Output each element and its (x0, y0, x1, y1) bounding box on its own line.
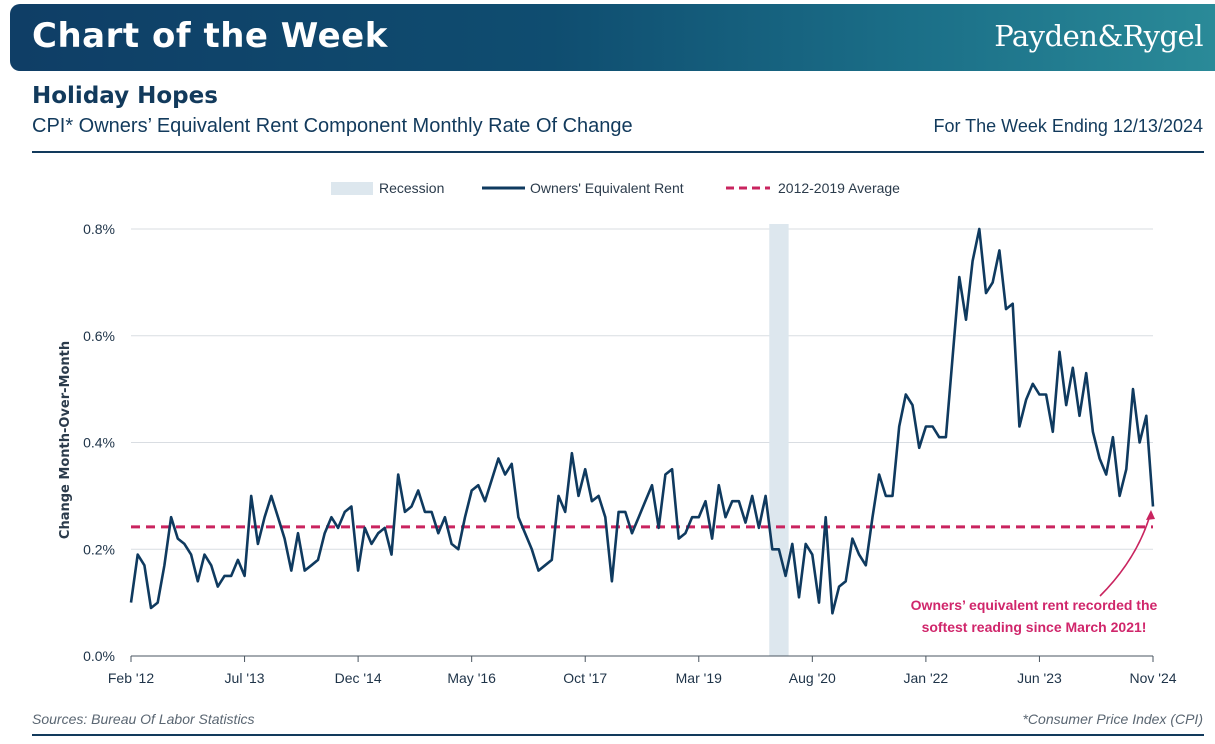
legend-label-recession: Recession (379, 180, 444, 196)
annotation-line-2: softest reading since March 2021! (922, 619, 1147, 635)
legend: Recession Owners' Equivalent Rent 2012-2… (331, 180, 900, 196)
annotation-arrowhead (1146, 510, 1155, 520)
x-tick-label-7: Jan '22 (904, 670, 949, 686)
series-line-owners-equivalent-rent (129, 227, 1155, 615)
header-banner: Chart of the Week Payden&Rygel (10, 4, 1215, 71)
week-ending: For The Week Ending 12/13/2024 (933, 116, 1203, 136)
x-tick-label-0: Feb '12 (108, 670, 154, 686)
annotation-line-1: Owners’ equivalent rent recorded the (911, 597, 1158, 613)
y-tick-label-4: 0.8% (83, 221, 115, 237)
y-tick-label-1: 0.2% (83, 541, 115, 557)
footnote: *Consumer Price Index (CPI) (1022, 711, 1203, 727)
x-tick-label-2: Dec '14 (335, 670, 382, 686)
y-tick-label-2: 0.4% (83, 435, 115, 451)
y-tick-label-3: 0.6% (83, 328, 115, 344)
recession-band (769, 224, 789, 656)
x-tick-label-3: May '16 (447, 670, 496, 686)
divider-bottom (32, 734, 1204, 736)
axis-layer (130, 655, 1154, 662)
headline: Holiday Hopes (32, 83, 218, 109)
x-tick-labels: Feb '12 Jul '13 Dec '14 May '16 Oct '17 Mar '… (108, 670, 1177, 686)
y-tick-labels: 0.0% 0.2% 0.4% 0.6% 0.8% (83, 221, 115, 664)
grid-layer (131, 228, 1153, 550)
annotation: Owners’ equivalent rent recorded the sof… (911, 510, 1158, 635)
legend-label-average: 2012-2019 Average (778, 180, 900, 196)
legend-swatch-recession (331, 182, 373, 195)
brand-logo: Payden&Rygel (994, 19, 1203, 53)
x-tick-label-8: Jun '23 (1017, 670, 1062, 686)
divider-top (32, 151, 1204, 153)
y-tick-label-0: 0.0% (83, 648, 115, 664)
x-tick-label-1: Jul '13 (225, 670, 265, 686)
source-note: Sources: Bureau Of Labor Statistics (32, 711, 255, 727)
x-tick-label-4: Oct '17 (563, 670, 607, 686)
x-tick-label-6: Aug '20 (789, 670, 836, 686)
chart-subtitle: CPI* Owners’ Equivalent Rent Component M… (32, 115, 633, 137)
y-axis-title: Change Month-Over-Month (58, 341, 73, 539)
x-tick-label-9: Nov '24 (1129, 670, 1176, 686)
banner-title: Chart of the Week (32, 16, 388, 56)
legend-label-oer: Owners' Equivalent Rent (530, 180, 684, 196)
x-tick-label-5: Mar '19 (676, 670, 722, 686)
annotation-arrow (1099, 511, 1152, 597)
